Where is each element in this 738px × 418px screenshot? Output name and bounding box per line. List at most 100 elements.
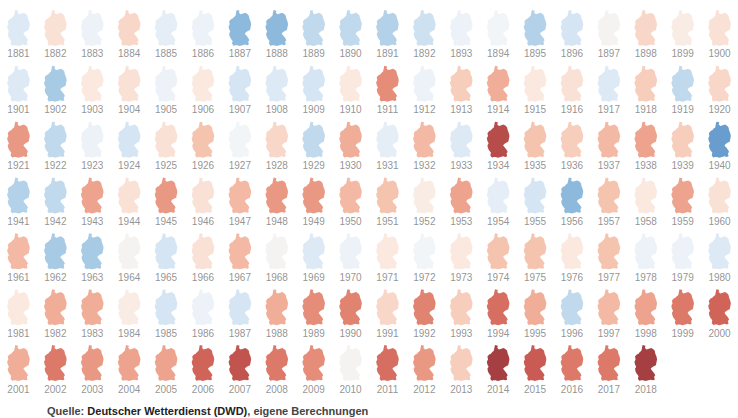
svg-text:1882: 1882: [44, 48, 67, 59]
svg-text:1961: 1961: [7, 272, 30, 283]
svg-text:1947: 1947: [229, 216, 252, 227]
svg-text:1928: 1928: [266, 160, 289, 171]
svg-text:1894: 1894: [487, 48, 510, 59]
svg-text:2011: 2011: [377, 384, 399, 395]
svg-text:1954: 1954: [487, 216, 510, 227]
svg-text:1884: 1884: [118, 48, 141, 59]
svg-text:1995: 1995: [524, 328, 547, 339]
svg-text:1953: 1953: [450, 216, 473, 227]
svg-text:1971: 1971: [376, 272, 399, 283]
svg-text:1975: 1975: [524, 272, 547, 283]
svg-text:1964: 1964: [118, 272, 141, 283]
svg-text:, eigene Berechnungen: , eigene Berechnungen: [247, 405, 368, 417]
svg-text:1886: 1886: [192, 48, 215, 59]
svg-text:2013: 2013: [450, 384, 473, 395]
svg-text:1938: 1938: [635, 160, 658, 171]
svg-text:1997: 1997: [598, 328, 621, 339]
svg-text:1915: 1915: [524, 104, 547, 115]
svg-text:1942: 1942: [44, 216, 67, 227]
svg-text:1968: 1968: [266, 272, 289, 283]
svg-text:1881: 1881: [7, 48, 30, 59]
svg-text:1926: 1926: [192, 160, 215, 171]
svg-text:1889: 1889: [303, 48, 326, 59]
svg-text:1948: 1948: [266, 216, 289, 227]
svg-text:1984: 1984: [118, 328, 141, 339]
svg-text:1913: 1913: [450, 104, 473, 115]
svg-text:1904: 1904: [118, 104, 141, 115]
svg-text:1943: 1943: [81, 216, 104, 227]
svg-text:1981: 1981: [7, 328, 30, 339]
svg-text:2009: 2009: [303, 384, 326, 395]
svg-text:1906: 1906: [192, 104, 215, 115]
svg-text:1896: 1896: [561, 48, 584, 59]
svg-text:2018: 2018: [635, 384, 658, 395]
svg-text:1973: 1973: [450, 272, 473, 283]
svg-text:1897: 1897: [598, 48, 621, 59]
svg-text:2006: 2006: [192, 384, 215, 395]
svg-text:1932: 1932: [413, 160, 436, 171]
svg-text:1900: 1900: [708, 48, 731, 59]
svg-text:1974: 1974: [487, 272, 510, 283]
svg-text:1892: 1892: [413, 48, 436, 59]
svg-text:2000: 2000: [708, 328, 731, 339]
svg-text:Deutscher Wetterdienst (DWD): Deutscher Wetterdienst (DWD): [87, 405, 247, 417]
svg-text:2014: 2014: [487, 384, 510, 395]
svg-text:2001: 2001: [7, 384, 30, 395]
svg-text:1993: 1993: [450, 328, 473, 339]
svg-text:1963: 1963: [81, 272, 104, 283]
svg-text:1988: 1988: [266, 328, 289, 339]
svg-text:1979: 1979: [672, 272, 695, 283]
svg-text:1944: 1944: [118, 216, 141, 227]
svg-text:1992: 1992: [413, 328, 436, 339]
svg-text:2012: 2012: [413, 384, 436, 395]
svg-text:1885: 1885: [155, 48, 178, 59]
svg-text:1907: 1907: [229, 104, 252, 115]
svg-text:1891: 1891: [376, 48, 399, 59]
svg-text:1934: 1934: [487, 160, 510, 171]
svg-text:1893: 1893: [450, 48, 473, 59]
svg-text:1890: 1890: [339, 48, 362, 59]
svg-text:1909: 1909: [303, 104, 326, 115]
svg-text:1957: 1957: [598, 216, 621, 227]
svg-text:1985: 1985: [155, 328, 178, 339]
svg-text:1987: 1987: [229, 328, 252, 339]
svg-text:1921: 1921: [7, 160, 30, 171]
svg-text:1946: 1946: [192, 216, 215, 227]
svg-text:2005: 2005: [155, 384, 178, 395]
svg-text:1910: 1910: [339, 104, 362, 115]
svg-text:1958: 1958: [635, 216, 658, 227]
svg-text:1917: 1917: [598, 104, 621, 115]
svg-text:Quelle:: Quelle:: [47, 405, 87, 417]
svg-text:1899: 1899: [672, 48, 695, 59]
svg-text:1972: 1972: [413, 272, 436, 283]
svg-text:1967: 1967: [229, 272, 252, 283]
svg-text:1940: 1940: [708, 160, 731, 171]
svg-text:1923: 1923: [81, 160, 104, 171]
svg-text:1965: 1965: [155, 272, 178, 283]
svg-text:1952: 1952: [413, 216, 436, 227]
svg-text:1929: 1929: [303, 160, 326, 171]
svg-text:2002: 2002: [44, 384, 67, 395]
svg-text:1983: 1983: [81, 328, 104, 339]
svg-text:1989: 1989: [303, 328, 326, 339]
svg-text:1991: 1991: [376, 328, 399, 339]
svg-text:1911: 1911: [377, 104, 399, 115]
svg-text:1920: 1920: [708, 104, 731, 115]
svg-text:1996: 1996: [561, 328, 584, 339]
svg-text:1980: 1980: [708, 272, 731, 283]
svg-text:1933: 1933: [450, 160, 473, 171]
svg-text:1994: 1994: [487, 328, 510, 339]
svg-text:1998: 1998: [635, 328, 658, 339]
svg-text:1950: 1950: [339, 216, 362, 227]
svg-text:1966: 1966: [192, 272, 215, 283]
svg-text:1916: 1916: [561, 104, 584, 115]
svg-text:1914: 1914: [487, 104, 510, 115]
svg-text:1912: 1912: [413, 104, 436, 115]
svg-text:1919: 1919: [672, 104, 695, 115]
svg-text:1895: 1895: [524, 48, 547, 59]
svg-text:1931: 1931: [376, 160, 399, 171]
svg-text:1937: 1937: [598, 160, 621, 171]
svg-text:1999: 1999: [672, 328, 695, 339]
svg-text:1922: 1922: [44, 160, 67, 171]
svg-text:1978: 1978: [635, 272, 658, 283]
